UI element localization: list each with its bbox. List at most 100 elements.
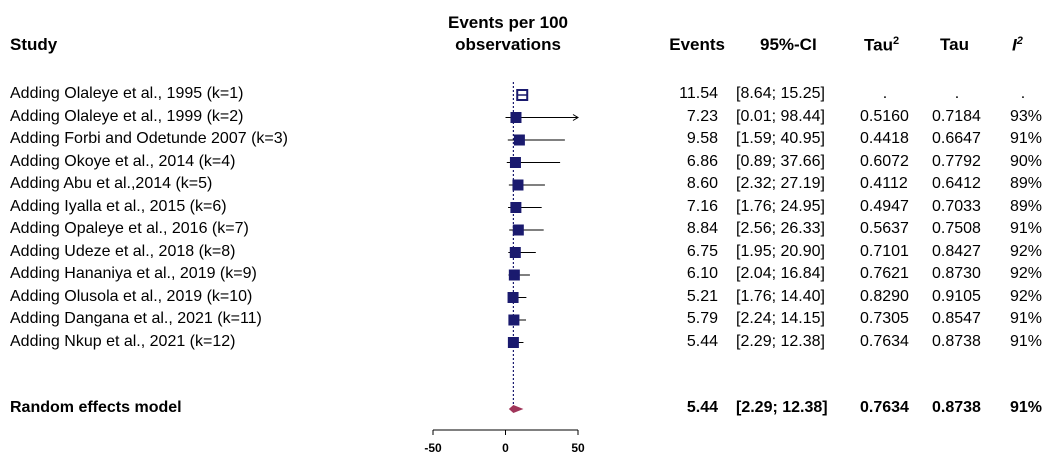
events-header: Events [669,35,725,54]
row-events-value: 11.54 [679,85,718,102]
row-tau-value: 0.7792 [932,152,981,170]
summary-diamond [508,405,524,413]
row-study-label: Adding Udeze et al., 2018 (k=8) [10,242,236,260]
summary-label: Random effects model [10,399,182,416]
row-study-label: Adding Abu et al.,2014 (k=5) [10,175,213,192]
row-i2-value: 90% [1009,152,1042,170]
point-estimate-square [507,337,519,348]
point-estimate-square [510,202,522,213]
row-i2-value: 91% [1009,332,1042,350]
row-tau-value: 0.8738 [932,332,981,350]
row-i2-value: . [1020,85,1026,102]
row-i2-value: 93% [1009,107,1042,125]
row-i2-value: 92% [1009,242,1042,260]
point-estimate-square [508,314,520,326]
row-events-value: 7.23 [686,107,718,125]
row-study-label: Adding Forbi and Odetunde 2007 (k=3) [10,130,288,147]
x-axis-tick-label: 50 [571,441,585,455]
summary-tau-value: 0.8738 [932,399,981,416]
row-ci-value: [2.24; 14.15] [736,310,825,327]
row-tau2-value: 0.4112 [860,175,908,192]
tau2-header: Tau2 [864,35,900,55]
plot-title-line2: observations [455,35,561,54]
summary-events-value: 5.44 [686,399,718,416]
row-events-value: 5.44 [686,332,718,350]
point-estimate-square [513,134,525,146]
row-tau-value: 0.7184 [932,107,981,125]
row-events-value: 5.21 [686,287,718,305]
row-tau-value: . [954,85,960,102]
study-header: Study [10,35,58,54]
x-axis-tick-label: -50 [424,441,442,455]
row-tau-value: 0.7508 [932,220,981,237]
row-i2-value: 91% [1009,310,1042,327]
row-ci-value: [1.76; 24.95] [736,197,825,215]
row-ci-value: [0.89; 37.66] [736,152,825,170]
point-estimate-square [509,157,521,168]
row-tau2-value: 0.7634 [860,332,909,350]
point-estimate-square [508,269,520,281]
ci-arrow [572,114,579,121]
row-study-label: Adding Olaleye et al., 1995 (k=1) [10,85,244,102]
row-i2-value: 92% [1009,265,1042,282]
ci-header: 95%-CI [760,35,817,54]
row-tau-value: 0.8547 [932,310,981,327]
row-tau2-value: 0.7101 [860,242,909,260]
row-tau-value: 0.8427 [932,242,981,260]
point-estimate-square [509,247,521,258]
plot-title-line1: Events per 100 [447,13,568,32]
row-events-value: 6.10 [686,265,718,282]
row-study-label: Adding Okoye et al., 2014 (k=4) [10,152,236,170]
row-ci-value: [1.76; 14.40] [736,287,825,305]
row-tau2-value: 0.5160 [860,107,909,125]
x-axis-tick-label: 0 [502,441,509,455]
row-tau-value: 0.7033 [932,197,981,215]
row-tau2-value: 0.7621 [860,265,909,282]
row-tau-value: 0.9105 [932,287,981,305]
row-ci-value: [1.59; 40.95] [736,130,825,147]
row-events-value: 8.60 [686,175,718,192]
row-events-value: 6.86 [686,152,718,170]
row-tau2-value: . [882,85,888,102]
row-study-label: Adding Olusola et al., 2019 (k=10) [10,287,253,305]
row-study-label: Adding Opaleye et al., 2016 (k=7) [10,220,249,237]
i2-header: I2 [1012,35,1023,55]
row-tau-value: 0.6412 [932,175,981,192]
row-tau-value: 0.8730 [932,265,981,282]
row-tau2-value: 0.6072 [860,152,909,170]
point-estimate-square [507,292,519,303]
row-ci-value: [2.32; 27.19] [736,175,825,192]
row-tau2-value: 0.8290 [860,287,909,305]
row-ci-value: [8.64; 15.25] [736,85,825,102]
row-tau2-value: 0.5637 [860,220,909,237]
row-events-value: 5.79 [686,310,718,327]
point-estimate-square [510,112,522,123]
row-tau2-value: 0.7305 [860,310,909,327]
point-estimate-square [512,179,524,191]
row-study-label: Adding Dangana et al., 2021 (k=11) [10,310,262,327]
row-events-value: 8.84 [686,220,718,237]
row-i2-value: 91% [1009,220,1042,237]
row-study-label: Adding Hananiya et al., 2019 (k=9) [10,265,257,282]
row-i2-value: 91% [1009,130,1042,147]
row-events-value: 9.58 [686,130,718,147]
row-i2-value: 89% [1009,197,1042,215]
point-estimate-square [512,224,524,236]
row-ci-value: [2.04; 16.84] [736,265,825,282]
summary-ci-value: [2.29; 12.38] [736,399,828,416]
summary-tau2-value: 0.7634 [860,399,909,416]
row-i2-value: 89% [1009,175,1042,192]
row-ci-value: [1.95; 20.90] [736,242,825,260]
row-i2-value: 92% [1009,287,1042,305]
row-ci-value: [0.01; 98.44] [736,107,825,125]
row-events-value: 6.75 [686,242,718,260]
tau-header: Tau [940,35,969,54]
row-ci-value: [2.56; 26.33] [736,220,825,237]
row-study-label: Adding Iyalla et al., 2015 (k=6) [10,197,227,215]
summary-i2-value: 91% [1009,399,1042,416]
row-ci-value: [2.29; 12.38] [736,332,825,350]
row-tau2-value: 0.4418 [860,130,909,147]
row-tau2-value: 0.4947 [860,197,909,215]
row-study-label: Adding Nkup et al., 2021 (k=12) [10,332,236,350]
